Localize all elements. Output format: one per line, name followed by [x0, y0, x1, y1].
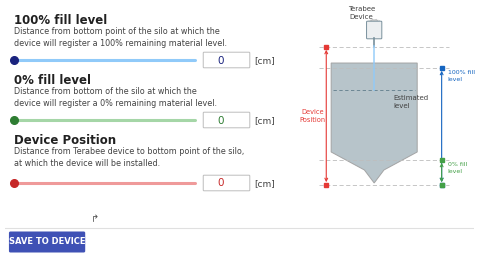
Text: 0: 0: [217, 55, 224, 66]
Text: ↱: ↱: [91, 214, 99, 224]
Polygon shape: [331, 63, 417, 183]
Text: 0: 0: [217, 116, 224, 125]
FancyBboxPatch shape: [203, 52, 250, 68]
Text: Estimated
level: Estimated level: [394, 95, 429, 109]
Text: [cm]: [cm]: [254, 56, 275, 65]
FancyBboxPatch shape: [9, 231, 85, 253]
Text: Device Position: Device Position: [14, 134, 117, 147]
Text: Device
Position: Device Position: [300, 109, 325, 123]
Text: [cm]: [cm]: [254, 179, 275, 188]
Text: SAVE TO DEVICE: SAVE TO DEVICE: [9, 238, 85, 246]
FancyBboxPatch shape: [367, 21, 382, 39]
FancyBboxPatch shape: [203, 175, 250, 191]
Text: Distance from bottom point of the silo at which the
device will register a 100% : Distance from bottom point of the silo a…: [14, 27, 228, 48]
Text: 100% fill
level: 100% fill level: [447, 70, 475, 82]
FancyBboxPatch shape: [203, 112, 250, 128]
Text: Distance from bottom of the silo at which the
device will register a 0% remainin: Distance from bottom of the silo at whic…: [14, 87, 217, 108]
Text: [cm]: [cm]: [254, 116, 275, 125]
Text: 0% fill level: 0% fill level: [14, 74, 91, 87]
Text: Terabee
Device: Terabee Device: [348, 6, 375, 20]
Text: 100% fill level: 100% fill level: [14, 14, 108, 27]
Text: 0: 0: [217, 179, 224, 189]
Text: 0% fill
level: 0% fill level: [447, 162, 467, 174]
Text: Distance from Terabee device to bottom point of the silo,
at which the device wi: Distance from Terabee device to bottom p…: [14, 147, 245, 168]
